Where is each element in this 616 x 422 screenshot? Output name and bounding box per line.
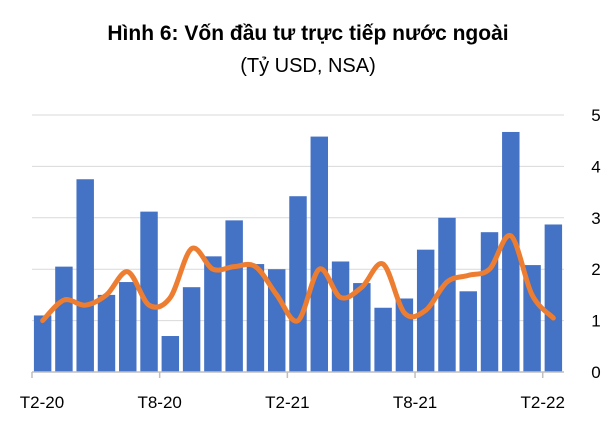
bar — [438, 217, 456, 372]
x-tick-label: T2-21 — [265, 393, 309, 412]
x-tick-label: T8-21 — [393, 393, 437, 412]
bar — [544, 224, 563, 372]
chart-title: Hình 6: Vốn đầu tư trực tiếp nước ngoài — [107, 22, 509, 45]
bar — [523, 265, 541, 372]
bar — [353, 283, 371, 372]
x-tick-label: T2-20 — [20, 393, 64, 412]
y-tick-label: 3 — [591, 209, 600, 228]
bar — [225, 220, 243, 372]
bar — [97, 294, 116, 372]
y-tick-label: 5 — [591, 106, 600, 125]
bar — [76, 179, 94, 372]
y-tick-label: 1 — [591, 312, 600, 331]
x-tick-label: T2-22 — [521, 393, 565, 412]
bar — [331, 261, 350, 372]
bar — [119, 282, 137, 372]
bar — [502, 131, 520, 372]
chart-subtitle: (Tỷ USD, NSA) — [240, 55, 376, 77]
y-tick-label: 0 — [591, 363, 600, 382]
bar — [182, 287, 201, 372]
bar — [204, 256, 222, 372]
bar — [55, 266, 73, 372]
x-tick-label: T8-20 — [137, 393, 181, 412]
bar — [246, 264, 265, 372]
bar — [289, 196, 307, 372]
y-tick-label: 2 — [591, 260, 600, 279]
bar — [374, 307, 392, 372]
bar — [459, 291, 477, 372]
bar — [161, 336, 180, 372]
bar — [33, 315, 52, 372]
series-line — [40, 233, 556, 324]
bar — [140, 211, 158, 372]
bar — [267, 269, 286, 372]
y-tick-label: 4 — [591, 157, 600, 176]
bar — [310, 136, 329, 372]
